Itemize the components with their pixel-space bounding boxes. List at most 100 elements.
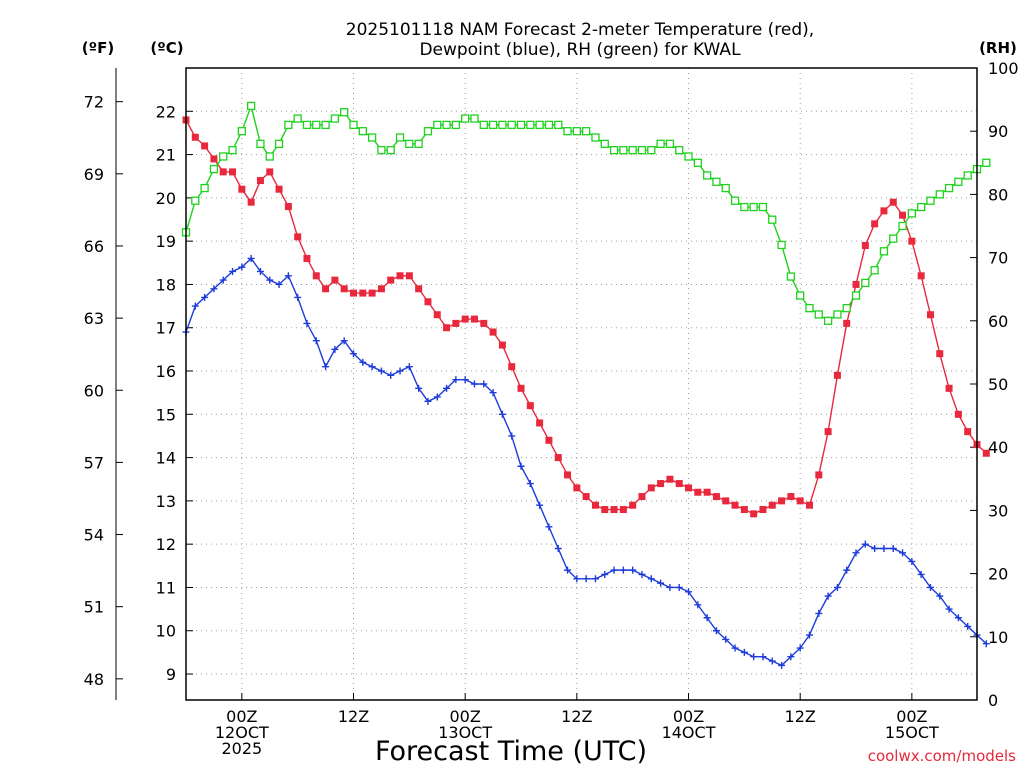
rh-point xyxy=(935,190,944,199)
time-tick-label: 12OCT xyxy=(215,723,269,742)
dewpoint-point xyxy=(861,540,869,548)
rh-point xyxy=(600,139,609,148)
dewpoint-point xyxy=(340,337,348,345)
dewpoint-point xyxy=(275,280,283,288)
dewpoint-point xyxy=(610,566,618,574)
rh-point xyxy=(395,133,405,142)
rh-point xyxy=(423,127,433,136)
temperature-point xyxy=(470,315,478,323)
rh-point xyxy=(265,152,274,161)
temperature-point xyxy=(954,410,962,418)
dewpoint-point xyxy=(731,644,739,652)
dewpoint-point xyxy=(666,583,674,591)
dewpoint-point xyxy=(685,588,693,596)
temperature-point xyxy=(759,506,767,514)
rh-point xyxy=(982,158,991,167)
rh-point xyxy=(293,114,302,123)
dewpoint-point xyxy=(796,644,804,652)
rh-point xyxy=(684,152,693,161)
temperature-point xyxy=(582,493,590,501)
dewpoint-point xyxy=(675,583,683,591)
rh-point xyxy=(312,120,321,130)
dewpoint-point xyxy=(750,653,758,661)
dewpoint-point xyxy=(256,267,264,275)
rh-point xyxy=(944,183,954,193)
rh-point xyxy=(805,304,814,313)
celsius-tick-label: 12 xyxy=(156,535,176,554)
dewpoint-point xyxy=(722,635,730,643)
celsius-tick-label: 19 xyxy=(156,232,176,251)
rh-point xyxy=(749,202,758,212)
temperature-point xyxy=(201,142,209,150)
dewpoint-point xyxy=(768,657,776,665)
temperature-point xyxy=(703,488,711,496)
temperature-point xyxy=(405,272,413,280)
dewpoint-point xyxy=(247,254,255,262)
dewpoint-point xyxy=(591,575,599,583)
temperature-point xyxy=(666,475,674,483)
dewpoint-point xyxy=(377,367,385,375)
dewpoint-point xyxy=(359,358,367,366)
temperature-point xyxy=(312,272,320,280)
rh-point xyxy=(582,127,591,136)
dewpoint-point xyxy=(443,384,451,392)
dewpoint-point xyxy=(368,363,376,371)
rh-point xyxy=(330,114,340,123)
series-line xyxy=(185,257,987,667)
rh-tick-label: 100 xyxy=(988,59,1019,78)
time-tick-label: 14OCT xyxy=(662,723,716,742)
temperature-point xyxy=(880,207,888,215)
temperature-point xyxy=(629,501,637,509)
temperature-point xyxy=(712,493,720,501)
rh-point xyxy=(796,291,805,300)
fahrenheit-axis: 48 51 54 57 60 63 66 69 72 xyxy=(84,68,123,700)
dewpoint-point xyxy=(619,566,627,574)
rh-point xyxy=(535,120,544,130)
rh-point xyxy=(451,120,461,130)
dewpoint-point xyxy=(926,583,934,591)
fahrenheit-tick-label: 63 xyxy=(84,309,104,328)
dewpoint-point xyxy=(871,544,879,552)
dewpoint-point xyxy=(322,363,330,371)
temperature-point xyxy=(480,319,488,327)
rh-point xyxy=(488,120,498,130)
dewpoint-point xyxy=(201,293,209,301)
rh-point xyxy=(386,146,395,155)
temperature-point xyxy=(275,185,283,193)
temperature-point xyxy=(284,203,292,211)
rh-point xyxy=(758,202,768,212)
temperature-point xyxy=(387,276,395,284)
dewpoint-point xyxy=(647,575,655,583)
rh-point xyxy=(814,310,823,319)
series-rh xyxy=(181,101,991,325)
time-tick-label: 12Z xyxy=(338,707,369,726)
fahrenheit-tick-label: 51 xyxy=(84,598,104,617)
rh-point xyxy=(256,139,265,148)
chart-subtitle: Dewpoint (blue), RH (green) for KWAL xyxy=(419,40,741,60)
celsius-tick-label: 21 xyxy=(156,146,176,165)
dewpoint-point xyxy=(229,267,237,275)
dewpoint-point xyxy=(489,389,497,397)
rh-point xyxy=(591,133,600,142)
rh-axis-label: (RH) xyxy=(979,39,1017,57)
dewpoint-point xyxy=(712,627,720,635)
rh-point xyxy=(191,196,200,205)
rh-point xyxy=(414,139,423,148)
celsius-tick-label: 20 xyxy=(156,189,176,208)
rh-point xyxy=(675,146,684,155)
temperature-point xyxy=(377,285,385,293)
rh-tick-label: 50 xyxy=(988,375,1008,394)
fahrenheit-tick-label: 66 xyxy=(84,237,104,256)
temperature-point xyxy=(461,315,469,323)
temperature-point xyxy=(871,220,879,228)
rh-point xyxy=(926,196,935,205)
time-tick-label: 00Z xyxy=(896,707,927,726)
time-tick-label: 13OCT xyxy=(438,723,492,742)
dewpoint-point xyxy=(638,570,646,578)
temperature-point xyxy=(843,319,851,327)
rh-point xyxy=(647,146,656,155)
temperature-point xyxy=(796,497,804,505)
temperature-point xyxy=(368,289,376,297)
temperature-point xyxy=(219,168,227,176)
